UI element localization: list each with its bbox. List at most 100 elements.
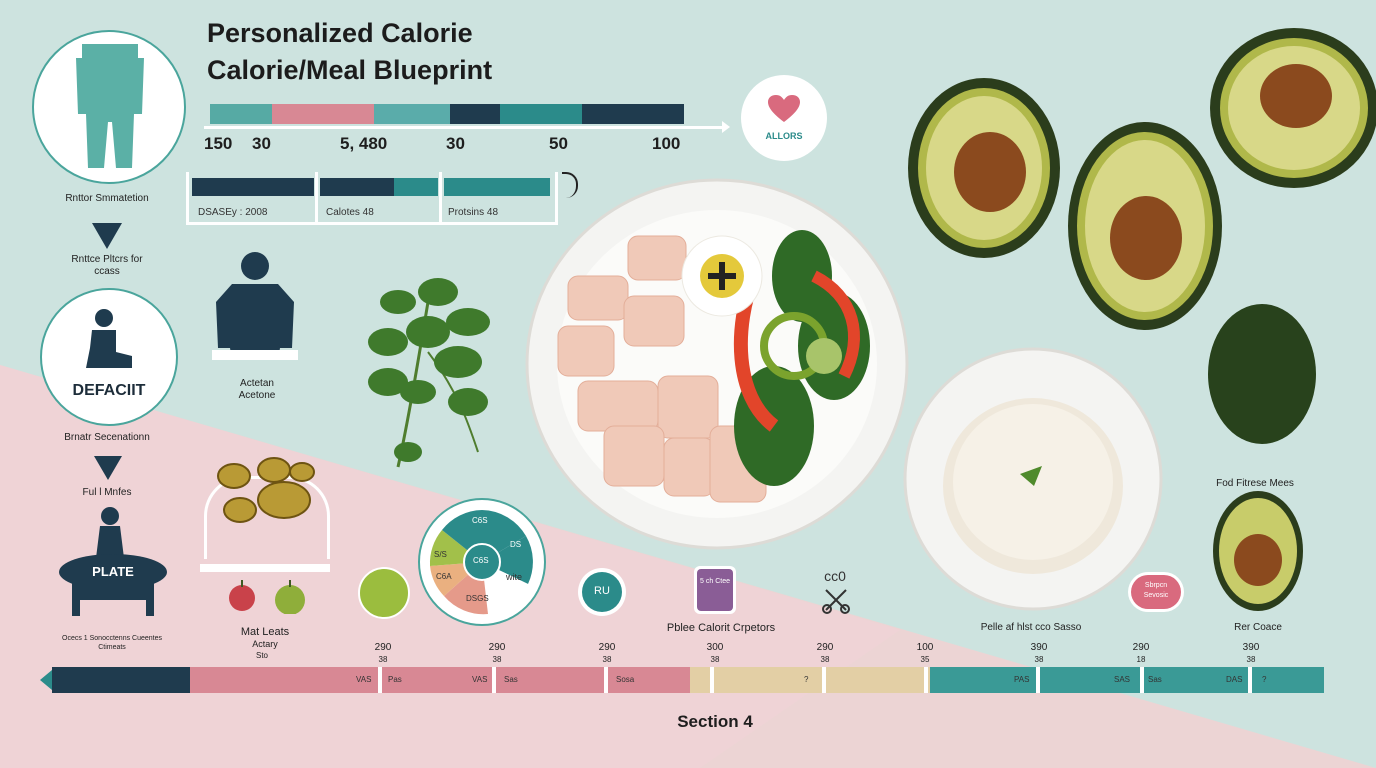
meal-label-line-1: Mat Leats <box>240 626 290 638</box>
bar-number-2: 30 <box>252 134 271 153</box>
avocado-half-image-2 <box>1068 122 1222 330</box>
person-sitting-icon <box>86 309 132 368</box>
deficit-badge: DEFACIIT <box>40 288 178 426</box>
legend-label-2: Calotes 48 <box>326 207 374 218</box>
meal-box-base <box>200 564 330 572</box>
timeline-number-2-bottom: 38 <box>492 655 502 664</box>
bar-segment-3 <box>374 104 450 124</box>
down-triangle-icon-1 <box>92 223 122 249</box>
flow-step-3-label: Brnatr Secenationn <box>64 432 150 443</box>
body-silhouette-icon <box>76 44 144 168</box>
person-label-line-2: Acetone <box>238 390 276 401</box>
lentils-image <box>217 457 315 523</box>
scissors-icon <box>822 589 850 614</box>
timeline-tick-7 <box>1036 667 1040 693</box>
timeline-tick-3 <box>604 667 608 693</box>
title-line-2: Calorie/Meal Blueprint <box>207 55 493 85</box>
timeline-number-9-bottom: 38 <box>1246 655 1256 664</box>
pie-label-3: C6S <box>473 556 489 565</box>
pie-label-1: C6S <box>472 516 488 525</box>
purple-badge-inner <box>697 569 733 611</box>
timeline-number-7: 390 38 <box>1024 642 1054 666</box>
timeline-number-3: 290 38 <box>592 642 622 666</box>
right-label: Rer Coace <box>1234 622 1282 633</box>
bar-segment-5 <box>500 104 582 124</box>
top-bar-axis-arrow <box>722 121 730 133</box>
green-circle-icon <box>358 567 410 619</box>
timeline-cell-1: VAS <box>356 675 372 684</box>
bar-segment-6 <box>582 104 684 124</box>
timeline-number-2-top: 290 <box>488 642 506 653</box>
pie-label-2: DS <box>510 540 522 549</box>
section-label: Section 4 <box>677 712 753 731</box>
timeline-number-5-top: 290 <box>816 642 834 653</box>
avocado-half-image-4 <box>1213 491 1303 611</box>
timeline-number-4: 300 38 <box>700 642 730 666</box>
body-silhouette-badge <box>32 30 186 184</box>
bar-number-6: 100 <box>652 134 681 153</box>
pie-label-5: C6A <box>436 572 452 581</box>
timeline-tick-5 <box>822 667 826 693</box>
heart-badge-label: ALLORS <box>765 131 803 141</box>
timeline-number-5-bottom: 38 <box>820 655 830 664</box>
purple-badge: 5 ch Ctee <box>694 566 736 614</box>
plate-label: PLATE <box>92 564 134 579</box>
timeline-cell-2: Pas <box>388 675 402 684</box>
page-title: Personalized Calorie Calorie/Meal Bluepr… <box>207 15 492 89</box>
down-triangle-icon-2 <box>94 456 122 480</box>
legend-swatch-3 <box>444 178 550 196</box>
purple-badge-label: 5 ch Ctee <box>700 578 730 585</box>
timeline-segment-navy <box>52 667 190 693</box>
pink-badge-label: Sbrpcn Sevosic <box>1143 582 1169 599</box>
timeline-number-9: 390 38 <box>1236 642 1266 666</box>
timeline-cell-11: ? <box>1262 675 1267 684</box>
timeline-cell-5: Sosa <box>616 675 635 684</box>
timeline-tick-4 <box>710 667 714 693</box>
timeline-number-5: 290 38 <box>810 642 840 666</box>
timeline-number-4-top: 300 <box>706 642 724 653</box>
deficit-label: DEFACIIT <box>72 382 146 399</box>
timeline-number-3-top: 290 <box>598 642 616 653</box>
bar-number-3: 5, 480 <box>340 134 388 153</box>
timeline-cell-3: VAS <box>472 675 488 684</box>
legend-bracket-icon <box>562 172 578 198</box>
timeline-segment-tan <box>690 667 930 693</box>
apple-icon <box>229 580 255 611</box>
avocado-half-image-1 <box>908 78 1060 258</box>
timeline-number-3-bottom: 38 <box>602 655 612 664</box>
bar-segment-1 <box>210 104 272 124</box>
timeline-tick-6 <box>924 667 928 693</box>
timeline-number-8-top: 290 <box>1132 642 1150 653</box>
legend-label-3: Protsins 48 <box>448 207 499 218</box>
parsley-image <box>368 278 490 468</box>
person-label-line-1: Actetan <box>240 378 274 389</box>
bar-number-1: 150 <box>204 134 233 153</box>
person-label: Actetan Acetone <box>212 378 302 402</box>
meal-label-line-2: Actary <box>252 639 278 649</box>
timeline-arrow <box>40 670 52 690</box>
timeline-number-1-top: 290 <box>374 642 392 653</box>
pear-icon <box>275 580 305 614</box>
timeline-number-7-bottom: 38 <box>1034 655 1044 664</box>
meal-box <box>200 456 330 576</box>
legend-divider-2 <box>439 172 442 224</box>
teal-badge-inner <box>582 572 622 612</box>
legend-bar: DSASEy : 2008 Calotes 48 Protsins 48 <box>186 172 558 226</box>
meal-labels: Mat Leats Actary Sto <box>220 626 310 662</box>
timeline-number-9-top: 390 <box>1242 642 1260 653</box>
timeline-cell-4: Sas <box>504 675 518 684</box>
timeline-number-7-top: 390 <box>1030 642 1048 653</box>
chicken-vegetable-plate-image <box>525 178 909 550</box>
legend-swatch-2 <box>320 178 394 196</box>
pie-label-7: S/S <box>434 550 447 559</box>
timeline-number-8: 290 18 <box>1126 642 1156 666</box>
bar-segment-4 <box>450 104 500 124</box>
bar-number-4: 30 <box>446 134 465 153</box>
scissors-badge: cc0 <box>816 568 854 616</box>
avocado-half-image-3 <box>1210 28 1376 188</box>
teal-badge-label: RU <box>594 585 610 597</box>
top-progress-bar <box>210 104 684 124</box>
timeline-number-6-bottom: 35 <box>920 655 930 664</box>
pie-chart-icon <box>429 510 533 615</box>
timeline-segment-teal <box>930 667 1324 693</box>
